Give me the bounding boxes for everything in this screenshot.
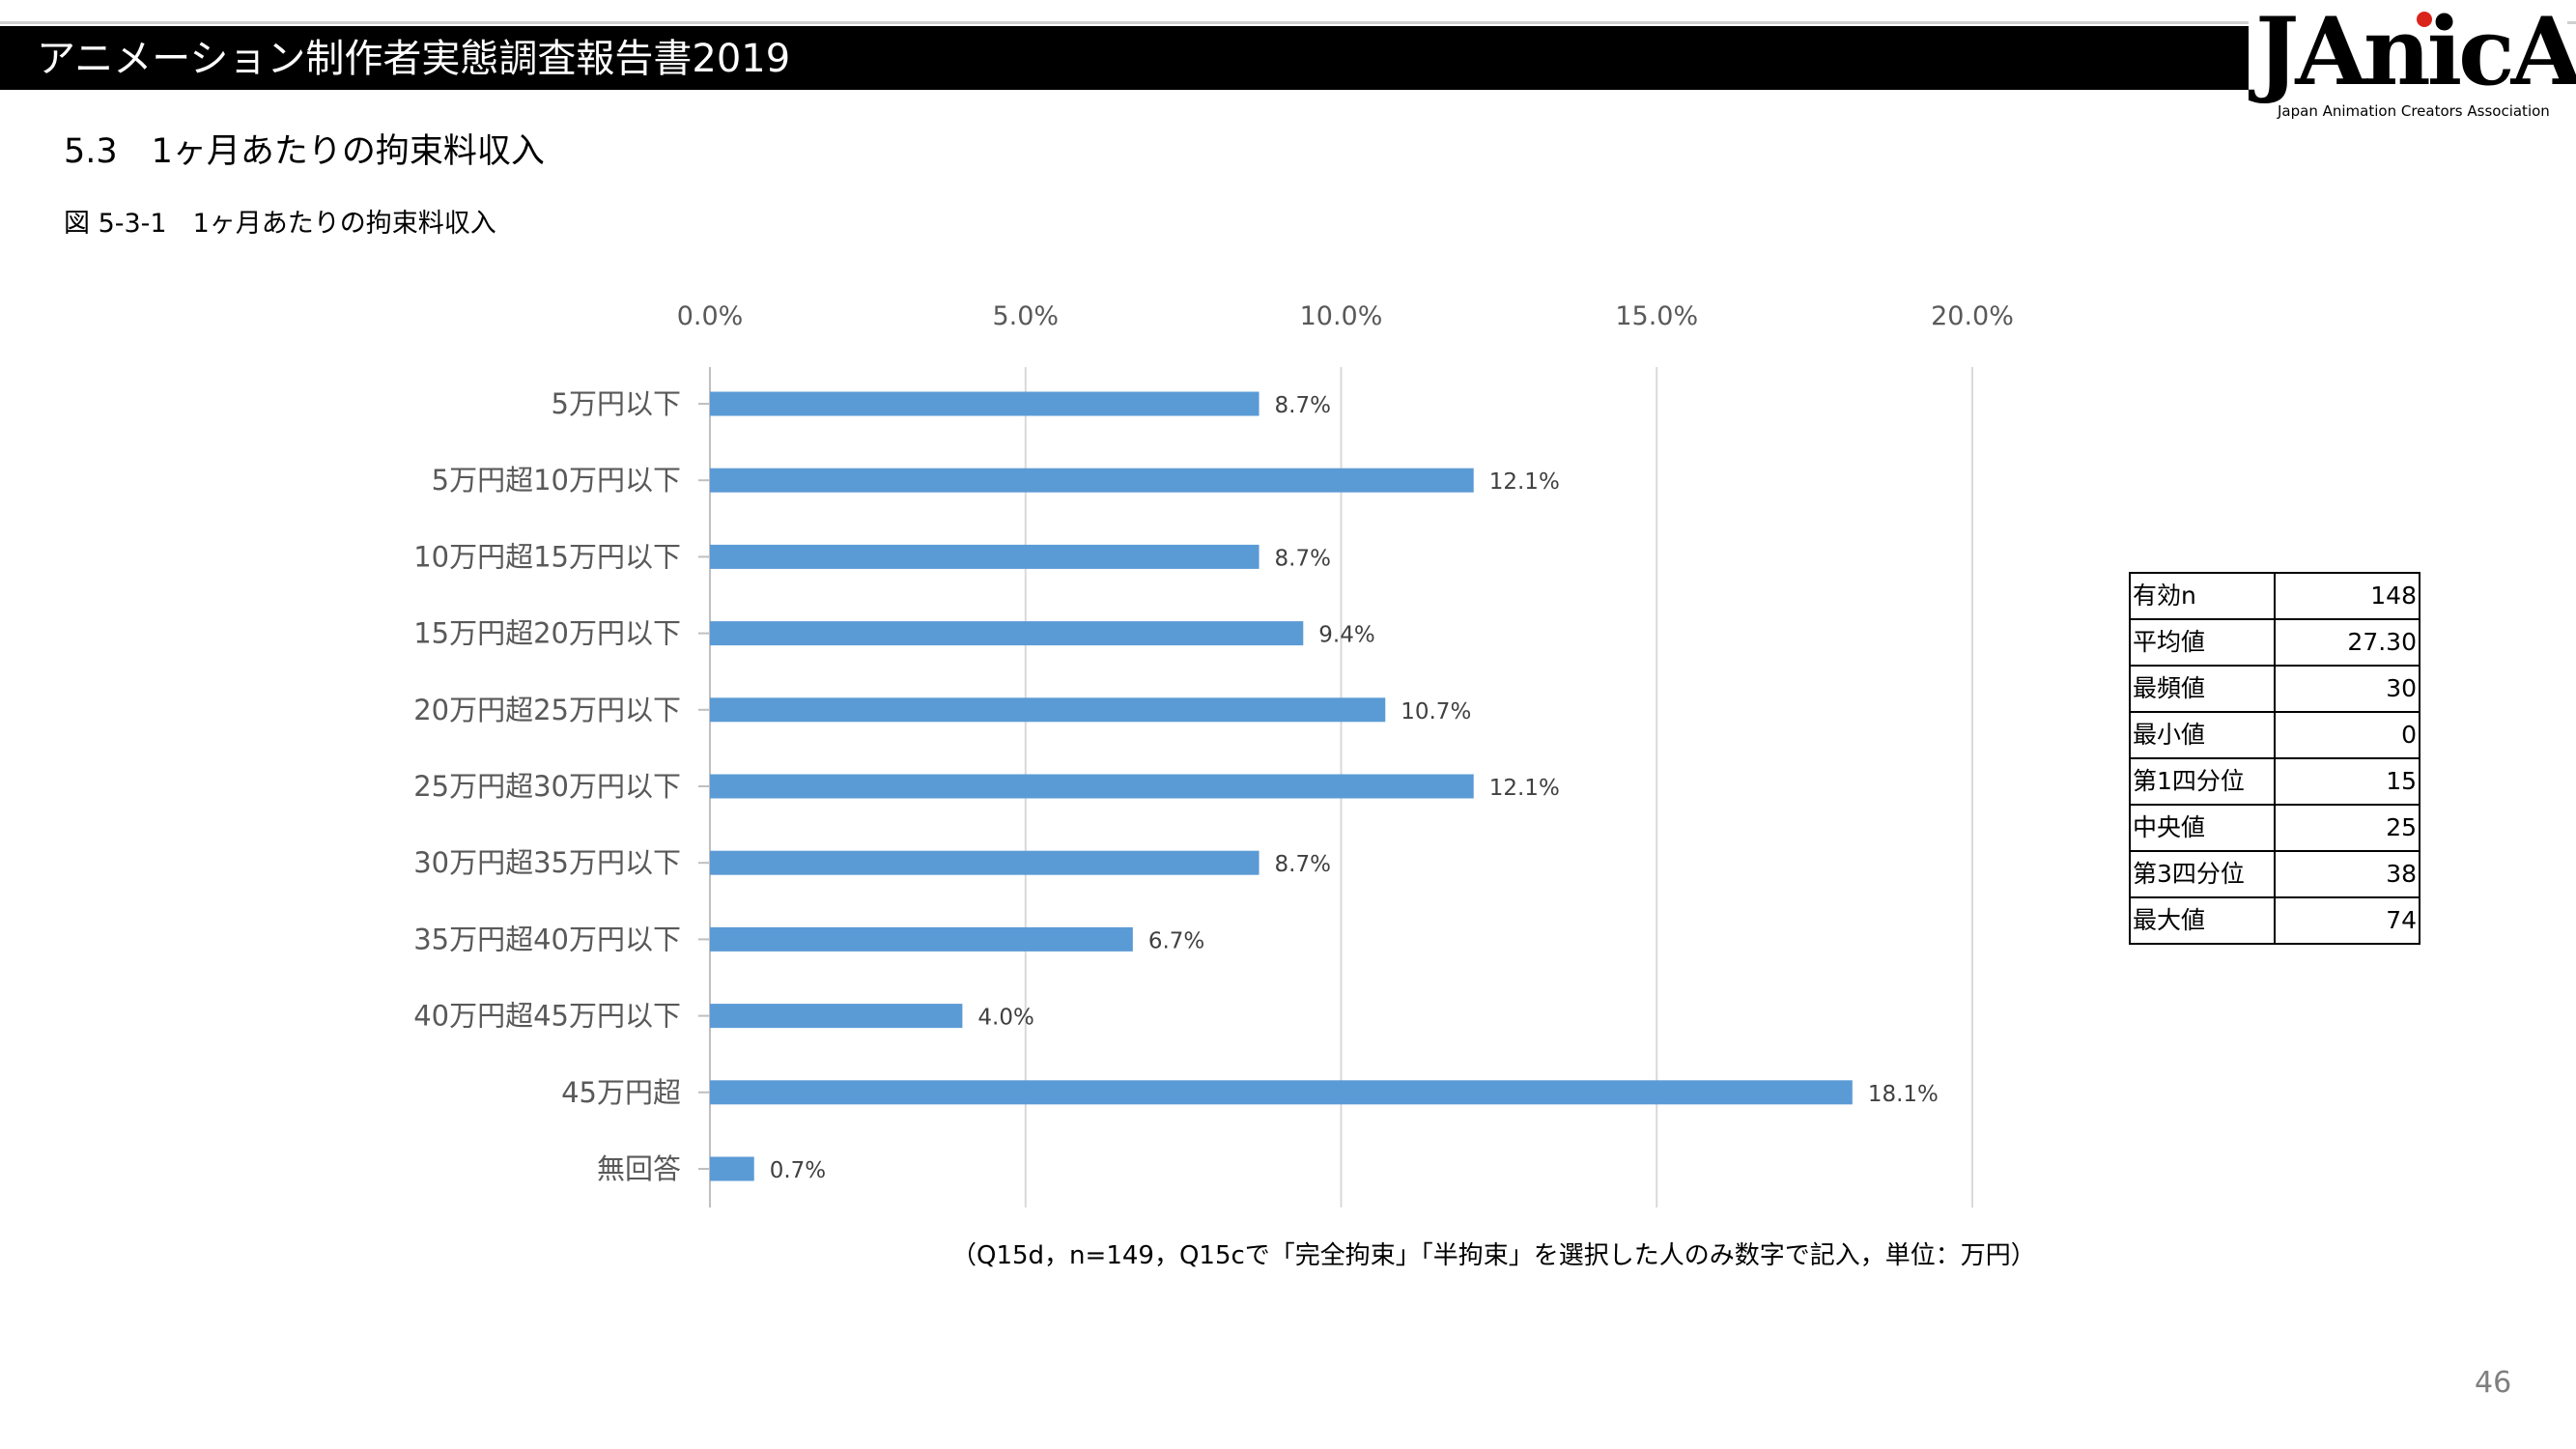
stats-row: 平均値 27.30 (2129, 618, 2420, 667)
stats-row: 第1四分位 15 (2129, 757, 2420, 806)
bar (710, 1156, 754, 1181)
stats-value: 25 (2274, 804, 2420, 852)
stats-label: 中央値 (2129, 804, 2276, 852)
x-tick-label: 0.0% (677, 301, 744, 331)
bar (710, 774, 1474, 799)
bar (710, 1004, 963, 1029)
data-label: 12.1% (1489, 776, 1560, 801)
stats-value: 0 (2274, 711, 2420, 759)
logo-subtitle: Japan Animation Creators Association (2278, 102, 2550, 120)
data-label: 8.7% (1275, 852, 1331, 877)
stats-row: 最小値 0 (2129, 711, 2420, 759)
bar (710, 468, 1474, 493)
data-label: 10.7% (1401, 699, 1471, 724)
logo-wordmark: JAnicA (2255, 0, 2576, 106)
category-label: 30万円超35万円以下 (413, 846, 681, 879)
category-label: 15万円超20万円以下 (413, 617, 681, 650)
x-tick-label: 20.0% (1931, 301, 2014, 331)
data-label: 4.0% (977, 1006, 1033, 1031)
bar (710, 391, 1260, 416)
bar (710, 544, 1260, 569)
stats-label: 平均値 (2129, 618, 2276, 667)
data-label: 6.7% (1148, 928, 1204, 953)
category-label: 25万円超30万円以下 (413, 770, 681, 803)
stats-value: 15 (2274, 757, 2420, 806)
logo-red-dot (2417, 12, 2432, 27)
category-label: 45万円超 (561, 1076, 681, 1109)
bar (710, 850, 1260, 875)
data-label: 8.7% (1275, 393, 1331, 418)
stats-label: 最大値 (2129, 896, 2276, 945)
stats-label: 有効n (2129, 572, 2276, 620)
category-label: 20万円超25万円以下 (413, 694, 681, 726)
data-label: 8.7% (1275, 546, 1331, 571)
category-label: 40万円超45万円以下 (413, 1000, 681, 1033)
stats-value: 30 (2274, 665, 2420, 713)
data-label: 18.1% (1868, 1082, 1939, 1107)
stats-label: 第3四分位 (2129, 850, 2276, 898)
x-tick-label: 15.0% (1615, 301, 1698, 331)
stats-value: 27.30 (2274, 618, 2420, 667)
x-tick-label: 5.0% (992, 301, 1059, 331)
stats-value: 38 (2274, 850, 2420, 898)
data-label: 0.7% (770, 1158, 826, 1183)
category-label: 10万円超15万円以下 (413, 540, 681, 573)
stats-value: 148 (2274, 572, 2420, 620)
chart-note: （Q15d，n=149，Q15cで「完全拘束」「半拘束」を選択した人のみ数字で記… (951, 1241, 2036, 1270)
figure-title: 図 5-3-1 1ヶ月あたりの拘束料収入 (64, 209, 496, 239)
data-label: 9.4% (1318, 623, 1374, 648)
janica-logo (2249, 8, 2567, 124)
section-title: 5.3 1ヶ月あたりの拘束料収入 (64, 132, 545, 171)
stats-row: 中央値 25 (2129, 804, 2420, 852)
category-label: 5万円超10万円以下 (432, 464, 681, 497)
stats-label: 最小値 (2129, 711, 2276, 759)
category-label: 5万円以下 (552, 387, 681, 420)
stats-label: 最頻値 (2129, 665, 2276, 713)
x-tick-label: 10.0% (1300, 301, 1383, 331)
stats-table: 有効n 148 平均値 27.30 最頻値 30 最小値 0 第1四分位 15 中央値 25 第3四分位… (2129, 572, 2420, 945)
header-bar (0, 26, 2550, 90)
top-rule (0, 21, 2576, 24)
stats-row: 最頻値 30 (2129, 665, 2420, 713)
stats-row: 最大値 74 (2129, 896, 2420, 945)
category-label: 35万円超40万円以下 (413, 923, 681, 955)
page-number: 46 (2475, 1366, 2512, 1400)
stats-value: 74 (2274, 896, 2420, 945)
bar (710, 926, 1133, 952)
stats-row: 第3四分位 38 (2129, 850, 2420, 898)
bar (710, 1080, 1853, 1105)
stats-label: 第1四分位 (2129, 757, 2276, 806)
bar (710, 697, 1386, 723)
category-label: 無回答 (597, 1152, 681, 1185)
data-label: 12.1% (1489, 469, 1560, 495)
bar (710, 621, 1304, 646)
stats-row: 有効n 148 (2129, 572, 2420, 620)
report-title: アニメーション制作者実態調査報告書2019 (37, 37, 791, 81)
